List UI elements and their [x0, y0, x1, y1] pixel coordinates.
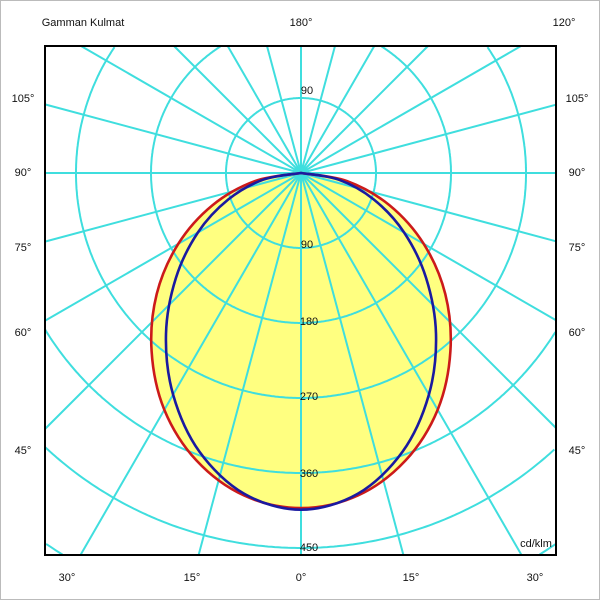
grid-radial-150	[300, 45, 376, 174]
series-curve-0	[149, 171, 453, 510]
grid-ring-360	[44, 329, 557, 474]
angle-label-left: 90°	[14, 167, 32, 179]
grid-radial-255	[44, 103, 302, 174]
radial-tick-label: 270	[299, 391, 319, 403]
angle-label-right: 45°	[568, 445, 586, 457]
grid-radial-345	[197, 172, 302, 556]
grid-radial-30	[300, 172, 523, 556]
grid-ring-450	[44, 446, 555, 549]
grid-radial-165	[300, 45, 336, 174]
angle-label-left: 105°	[11, 93, 35, 105]
angle-label-bottom: 30°	[58, 572, 76, 584]
angle-label-right: 75°	[568, 242, 586, 254]
grid-ring-180	[150, 45, 452, 324]
chart-title: Gamman Kulmat	[41, 17, 125, 29]
angle-label-bottom: 15°	[402, 572, 420, 584]
angle-label-left: 45°	[14, 445, 32, 457]
angle-label-right: 90°	[568, 167, 586, 179]
grid-radial-105	[300, 103, 557, 174]
angle-label-left: 75°	[14, 242, 32, 254]
grid-radial-315	[44, 172, 302, 430]
plot-frame	[44, 45, 557, 556]
angle-label-right: 60°	[568, 327, 586, 339]
angle-label-left: 60°	[14, 327, 32, 339]
grid-radial-285	[44, 172, 302, 243]
grid-radial-300	[44, 172, 302, 322]
grid-radial-210	[226, 45, 302, 174]
angle-label-right: 105°	[565, 93, 589, 105]
grid-radial-195	[266, 45, 302, 174]
radial-tick-label: 180	[299, 316, 319, 328]
grid-radial-45	[300, 172, 557, 429]
grid-radial-240	[80, 45, 302, 174]
angle-label-top: 180°	[289, 17, 313, 29]
grid-radial-330	[79, 172, 302, 556]
radial-tick-label: 90	[300, 239, 314, 251]
angle-label-bottom: 30°	[526, 572, 544, 584]
grid-radial-120	[300, 45, 522, 174]
angle-label-top: 120°	[552, 17, 576, 29]
grid-radial-60	[300, 172, 557, 322]
grid-radial-75	[300, 172, 557, 243]
angle-label-bottom: 15°	[183, 572, 201, 584]
angle-label-bottom: 0°	[295, 572, 307, 584]
grid-radial-15	[300, 172, 405, 556]
grid-radial-135	[300, 45, 429, 174]
grid-ring-270	[75, 46, 527, 399]
grid-radial-225	[173, 45, 302, 174]
radial-tick-label: 360	[299, 468, 319, 480]
radial-tick-label-upper: 90	[300, 85, 314, 97]
series-curve-1	[164, 171, 438, 512]
grid-ring-540	[45, 543, 557, 556]
radial-tick-label: 450	[299, 542, 319, 554]
unit-label: cd/klm	[520, 538, 552, 550]
